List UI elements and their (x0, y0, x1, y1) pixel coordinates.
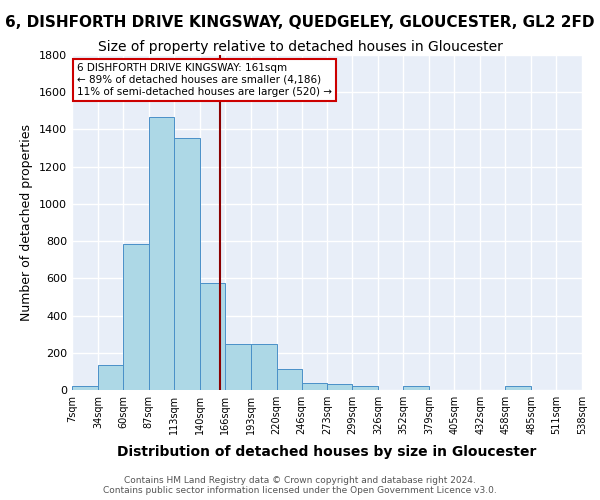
Bar (123, 244, 149, 390)
Bar (403, 386, 429, 390)
Bar (72, 386, 98, 390)
Bar (505, 386, 531, 390)
Bar (352, 386, 379, 390)
Text: Contains HM Land Registry data © Crown copyright and database right 2024.
Contai: Contains HM Land Registry data © Crown c… (103, 476, 497, 495)
Text: Size of property relative to detached houses in Gloucester: Size of property relative to detached ho… (98, 40, 502, 54)
Bar (302, 384, 328, 390)
Text: 6, DISHFORTH DRIVE KINGSWAY, QUEDGELEY, GLOUCESTER, GL2 2FD: 6, DISHFORTH DRIVE KINGSWAY, QUEDGELEY, … (5, 15, 595, 30)
Bar (277, 368, 302, 390)
Bar (174, 138, 200, 390)
Y-axis label: Number of detached properties: Number of detached properties (20, 124, 34, 321)
Text: 6 DISHFORTH DRIVE KINGSWAY: 161sqm
← 89% of detached houses are smaller (4,186)
: 6 DISHFORTH DRIVE KINGSWAY: 161sqm ← 89%… (77, 64, 332, 96)
Bar (225, 344, 251, 390)
Bar (328, 384, 352, 390)
Bar (200, 283, 225, 390)
Bar (149, 118, 174, 390)
Bar (251, 344, 277, 390)
X-axis label: Distribution of detached houses by size in Gloucester: Distribution of detached houses by size … (118, 446, 536, 460)
Bar (98, 365, 123, 390)
